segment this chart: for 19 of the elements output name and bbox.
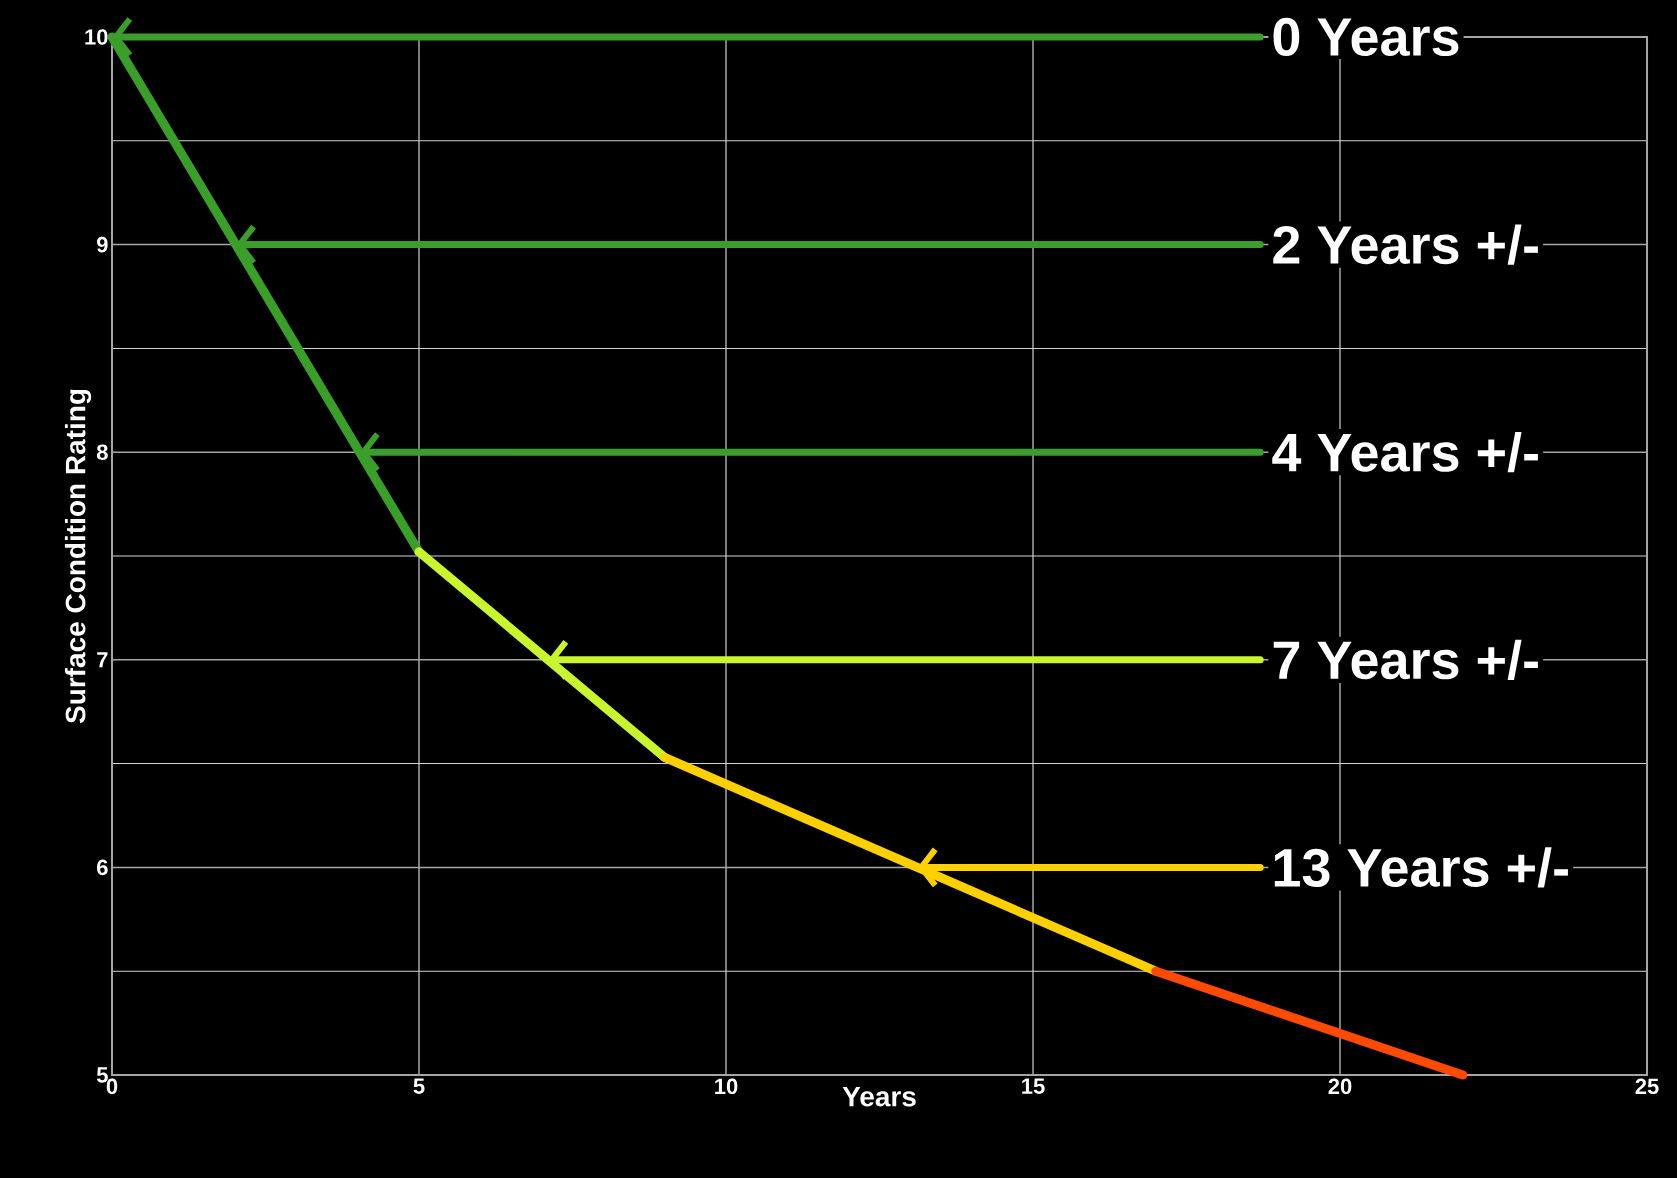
y-tick-label: 9 — [97, 236, 108, 253]
x-tick-label: 10 — [715, 1078, 738, 1095]
x-tick-label: 20 — [1328, 1078, 1352, 1095]
y-tick-label: 8 — [96, 444, 108, 460]
x-tick-label: 15 — [1022, 1078, 1045, 1094]
y-tick-label: 6 — [97, 859, 108, 876]
annotation: 4 Years +/- — [1272, 432, 1538, 473]
y-tick-label: 7 — [97, 652, 108, 668]
annotation: 0 Years — [1273, 17, 1459, 57]
x-tick-label: 5 — [413, 1078, 425, 1094]
annotation: 2 Years +/- — [1273, 224, 1538, 265]
annotation: 7 Years +/- — [1273, 639, 1538, 680]
x-tick-label: 25 — [1635, 1078, 1659, 1095]
y-axis-title: Surface Condition Rating — [64, 389, 92, 724]
y-tick-label: 10 — [85, 29, 108, 45]
x-axis-title: Years — [842, 1086, 916, 1107]
annotation: 13 Years +/- — [1274, 847, 1568, 888]
x-tick-label: 0 — [106, 1078, 118, 1095]
y-tick-label: 5 — [96, 1067, 108, 1083]
